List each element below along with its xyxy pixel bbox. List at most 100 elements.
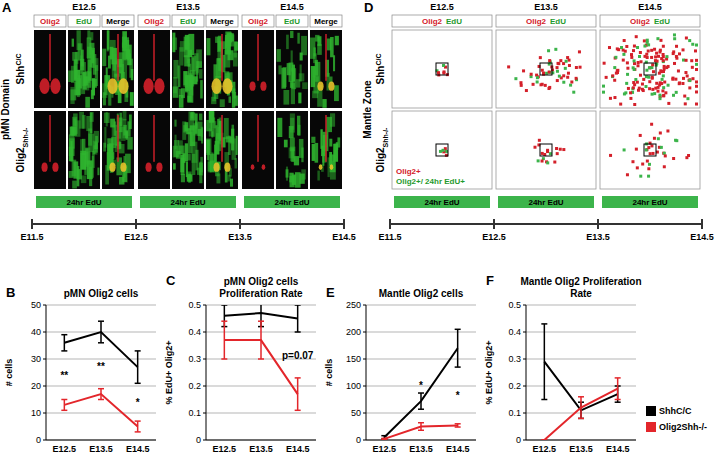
micrograph-texture [283, 90, 289, 105]
chart-title: pMN Olig2 cellsProliferation Rate [219, 276, 303, 299]
y-axis [366, 305, 367, 440]
cell-dot [648, 87, 651, 90]
micrograph-texture [81, 175, 86, 183]
zone-box [392, 30, 492, 108]
cell-dot [650, 56, 653, 59]
channel-box [496, 15, 596, 27]
error-bar-cap [615, 401, 621, 403]
micrograph-texture [72, 181, 77, 189]
error-bar-cap [418, 422, 424, 424]
error-bar-cap [578, 396, 584, 398]
error-bar-cap [455, 366, 461, 368]
micrograph-texture [117, 115, 118, 162]
cell-dot [682, 48, 685, 51]
legend-label: ShhC/C [659, 406, 692, 416]
channel-label: Merge [106, 17, 130, 26]
micrograph-texture [326, 117, 332, 132]
micrograph-texture [94, 131, 99, 143]
micrograph-texture [189, 73, 194, 86]
micrograph-texture [311, 137, 315, 143]
cell-dot [662, 53, 665, 56]
micrograph-texture [120, 162, 126, 171]
cell-dot [564, 67, 567, 70]
timeline-label: E13.5 [586, 232, 610, 242]
cell-dot [643, 39, 646, 42]
cell-dot [674, 78, 677, 81]
micrograph-texture [123, 125, 127, 136]
channel-box [276, 15, 308, 27]
grid-line [46, 359, 156, 360]
cell-dot [441, 149, 444, 152]
error-bar-stem [297, 378, 299, 410]
cell-dot [647, 175, 650, 178]
micrograph [206, 111, 238, 189]
timeline-label: E12.5 [124, 232, 148, 242]
timeline-tick [597, 219, 599, 229]
cell-dot [632, 81, 635, 84]
micrograph-bg [102, 111, 134, 189]
cell-dot [537, 159, 540, 162]
pulse-bar [244, 196, 340, 208]
cell-dot [653, 92, 656, 95]
plot-area [61, 321, 140, 432]
cell-dot [648, 80, 651, 83]
cell-dot [568, 59, 571, 62]
micrograph-texture [329, 152, 332, 166]
cell-dot [575, 77, 578, 80]
y-tick-label: 0.3 [508, 354, 521, 364]
error-bar-stem [420, 423, 422, 431]
cell-dot [637, 61, 640, 64]
y-tick-label: 0.4 [188, 327, 201, 337]
micrograph-texture [109, 162, 115, 171]
micrograph-texture [79, 112, 84, 129]
cell-dot [557, 62, 560, 65]
micrograph-texture [218, 36, 221, 51]
cell-dot [663, 81, 666, 84]
series-line [544, 389, 617, 440]
cell-dot [644, 85, 647, 88]
error-bar-stem [297, 305, 299, 332]
cell-dot [530, 73, 533, 76]
cell-dot [684, 102, 687, 105]
zone-marker [540, 63, 552, 75]
micrograph [310, 30, 342, 108]
error-bar-stem [420, 393, 422, 409]
error-bar-cap [455, 426, 461, 428]
cell-dot [625, 45, 628, 48]
micrograph-texture [297, 116, 300, 135]
micrograph-texture [88, 134, 94, 153]
micrograph-texture [181, 88, 185, 98]
micrograph-texture [330, 164, 334, 170]
micrograph-texture [178, 65, 181, 87]
cell-dot [658, 97, 661, 100]
cell-dot [657, 90, 660, 93]
cell-dot [541, 160, 544, 163]
micrograph-texture [94, 142, 98, 149]
cell-dot [626, 61, 629, 64]
cell-dot [685, 59, 688, 62]
micrograph-texture [41, 162, 47, 171]
micrograph-texture [213, 64, 217, 80]
grid-line [46, 440, 156, 441]
micrograph-texture [290, 81, 293, 88]
error-bar-cap [578, 418, 584, 420]
legend-swatch [646, 406, 656, 416]
micrograph-texture [69, 171, 74, 178]
micrograph-texture [78, 75, 82, 88]
micrograph [68, 30, 100, 108]
timeline-tick [343, 219, 345, 229]
cell-dot [682, 77, 685, 80]
micrograph-texture [127, 137, 132, 149]
cell-dot [539, 56, 542, 59]
micrograph-texture [325, 34, 326, 81]
cell-dot [602, 91, 605, 94]
error-bar-stem [260, 321, 262, 359]
cell-dot [629, 91, 632, 94]
cell-dot [657, 55, 660, 58]
cell-dot [544, 84, 547, 87]
error-bar-stem [100, 321, 102, 343]
zone-marker [644, 144, 656, 156]
x-tick-label: E12.5 [373, 444, 397, 454]
timeline-tick [239, 219, 241, 229]
micrograph-texture [97, 168, 99, 176]
